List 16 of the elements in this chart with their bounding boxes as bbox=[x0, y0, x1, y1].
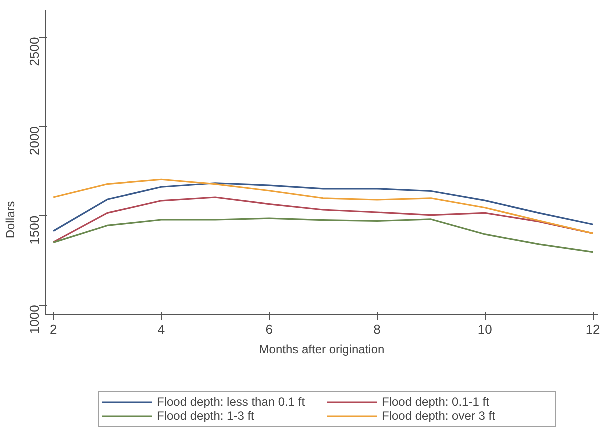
legend-label: Flood depth: 1-3 ft bbox=[157, 409, 256, 423]
x-tick-label: 10 bbox=[478, 322, 492, 338]
legend-label: Flood depth: less than 0.1 ft bbox=[157, 395, 306, 409]
x-tick-label: 4 bbox=[158, 322, 166, 338]
legend-label: Flood depth: 0.1-1 ft bbox=[382, 395, 490, 409]
y-tick-label: 2000 bbox=[27, 126, 42, 156]
x-tick-label: 6 bbox=[266, 322, 273, 338]
y-tick-label: 1000 bbox=[27, 305, 42, 334]
x-axis-title: Months after origination bbox=[259, 342, 385, 356]
y-tick-label: 2500 bbox=[27, 37, 42, 66]
x-tick-label: 12 bbox=[586, 322, 600, 338]
legend-label: Flood depth: over 3 ft bbox=[382, 409, 496, 423]
x-tick-label: 2 bbox=[50, 322, 58, 338]
x-tick-label: 8 bbox=[374, 322, 381, 338]
y-axis-title: Dollars bbox=[4, 201, 18, 239]
y-tick-label: 1500 bbox=[27, 216, 42, 245]
